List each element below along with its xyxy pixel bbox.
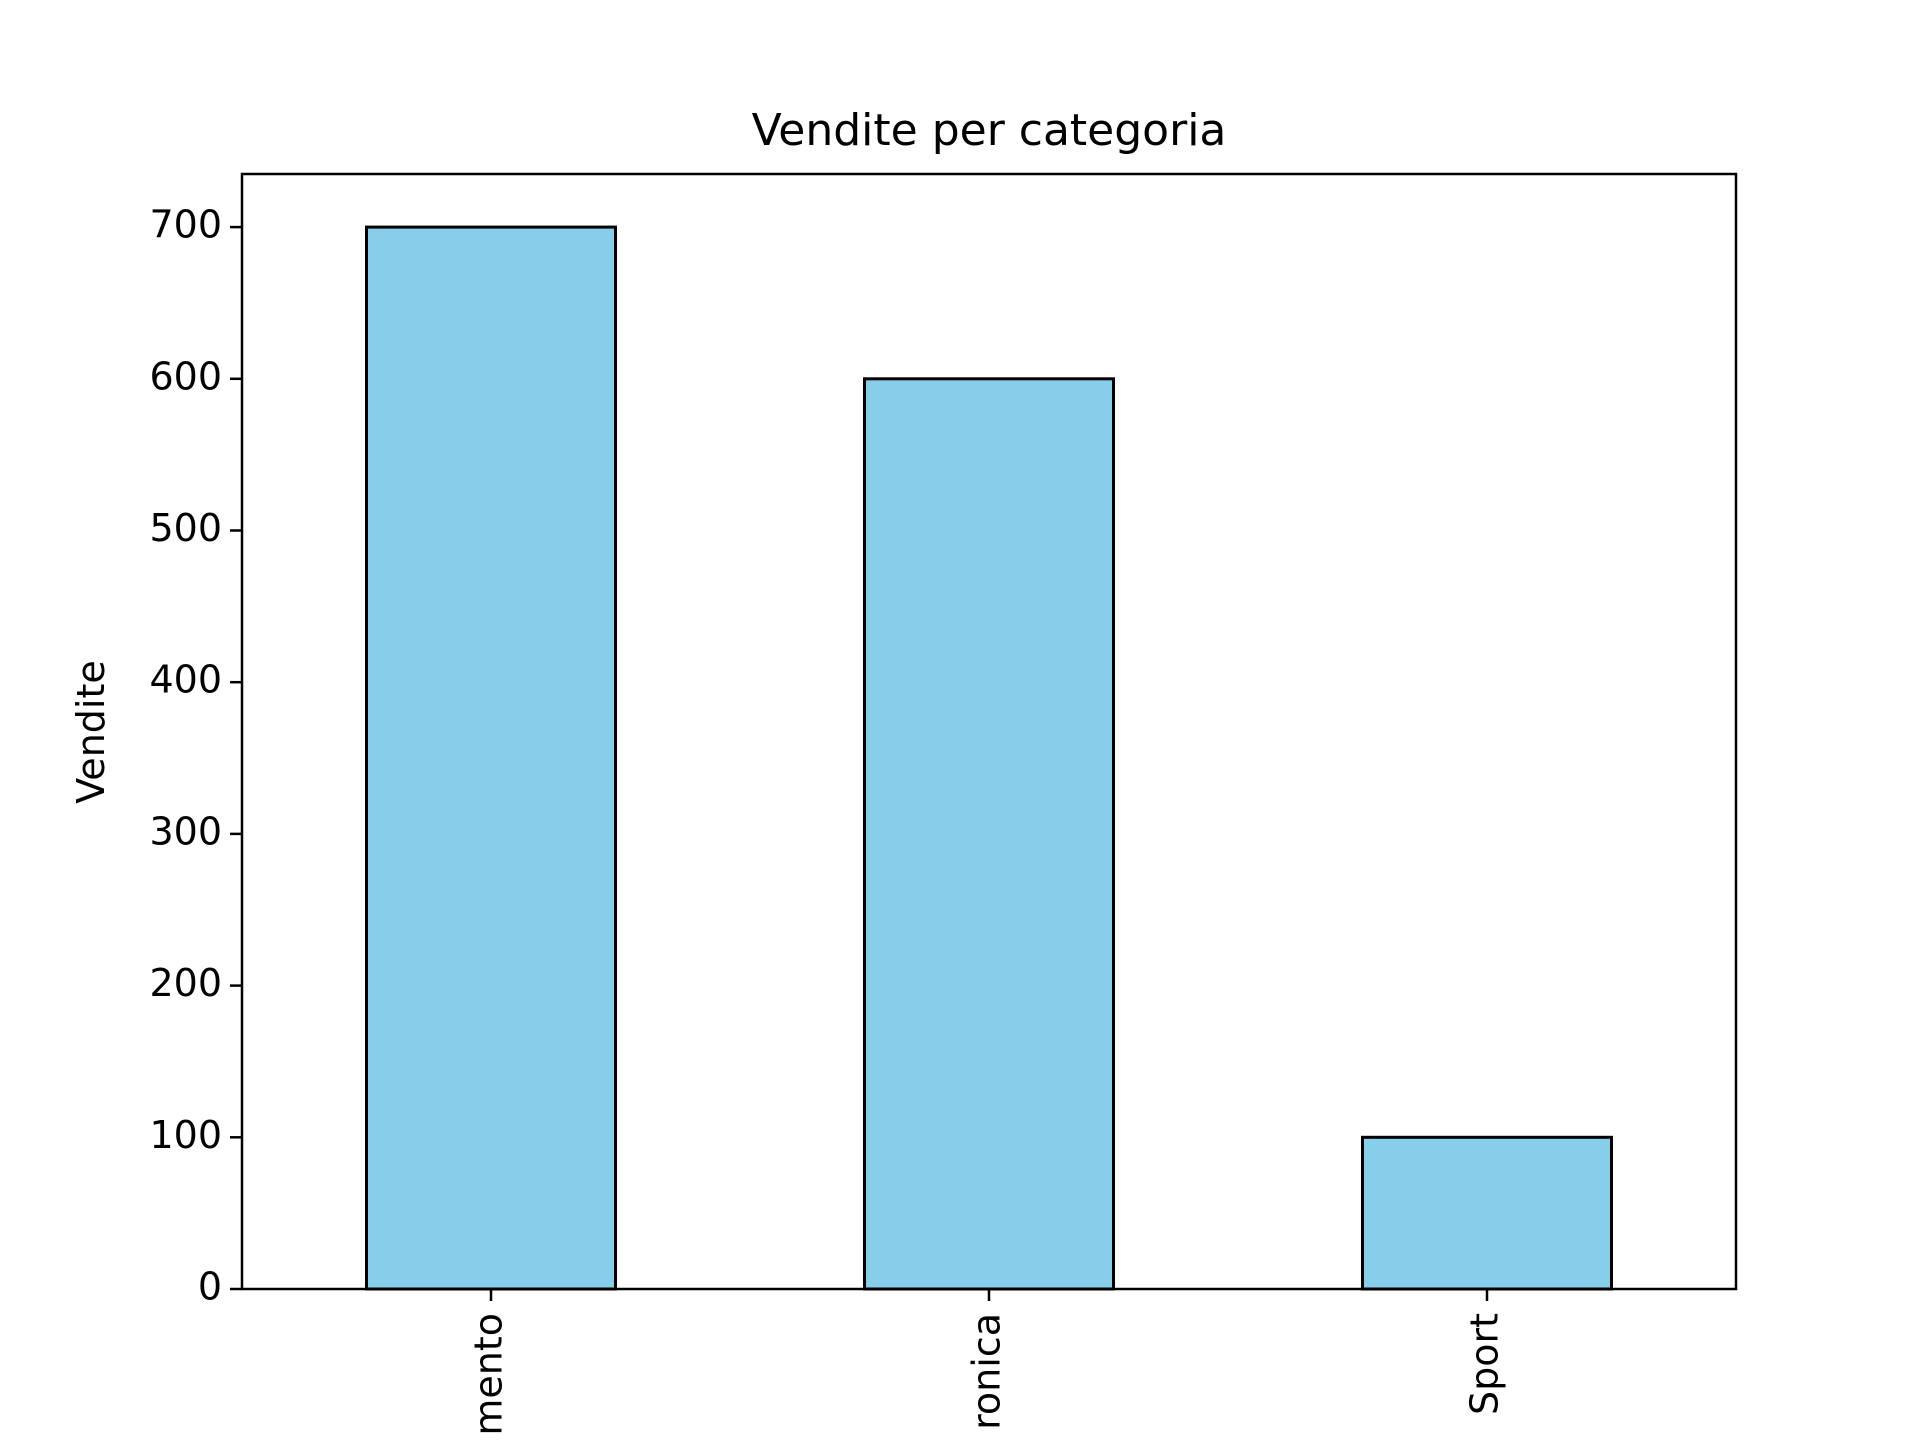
bars-layer — [365, 225, 1613, 1291]
y-tick-label: 500 — [149, 506, 222, 550]
y-tick-label: 100 — [149, 1113, 222, 1157]
x-axis-ticks: mento ronica Sport — [467, 1289, 1507, 1436]
bar-ronica — [863, 377, 1115, 1291]
plot-area-frame — [240, 172, 1738, 1291]
y-tick-label: 400 — [149, 658, 222, 702]
y-axis-ticks: 0 100 200 300 400 500 600 700 — [149, 203, 242, 1309]
y-axis-label: Vendite — [69, 660, 113, 803]
y-tick-label: 0 — [198, 1265, 222, 1309]
y-tick-label: 700 — [149, 203, 222, 247]
chart-title: Vendite per categoria — [752, 105, 1227, 156]
bar-mento — [365, 225, 617, 1291]
x-tick-label: ronica — [965, 1313, 1009, 1430]
bar-sport — [1361, 1135, 1613, 1291]
x-tick-label: mento — [467, 1313, 511, 1436]
y-tick-label: 300 — [149, 809, 222, 853]
y-tick-label: 200 — [149, 961, 222, 1005]
x-tick-label: Sport — [1463, 1313, 1507, 1415]
y-tick-label: 600 — [149, 354, 222, 398]
